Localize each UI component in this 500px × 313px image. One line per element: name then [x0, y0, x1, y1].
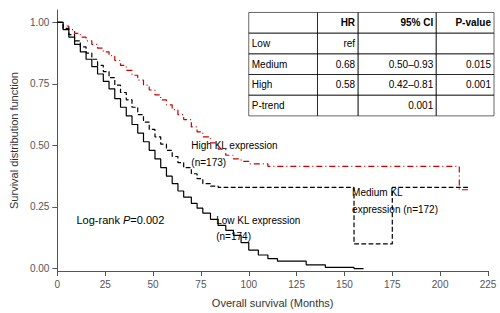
svg-text:Medium: Medium [252, 59, 288, 70]
svg-text:(n=174): (n=174) [216, 231, 251, 242]
svg-text:Medium KL: Medium KL [352, 187, 403, 198]
svg-text:0.00: 0.00 [30, 263, 50, 274]
svg-text:0.015: 0.015 [466, 59, 491, 70]
svg-text:0.25: 0.25 [30, 201, 50, 212]
svg-text:200: 200 [432, 279, 449, 290]
svg-text:Survival distribution function: Survival distribution function [8, 72, 20, 209]
svg-text:P-trend: P-trend [252, 100, 285, 111]
svg-text:High KL expression: High KL expression [191, 140, 277, 151]
svg-text:expression (n=172): expression (n=172) [352, 204, 438, 215]
svg-text:75: 75 [195, 279, 207, 290]
svg-text:95% CI: 95% CI [400, 17, 433, 28]
svg-text:0.001: 0.001 [408, 100, 433, 111]
svg-text:25: 25 [100, 279, 112, 290]
svg-text:0.50: 0.50 [30, 140, 50, 151]
svg-text:0.68: 0.68 [336, 59, 356, 70]
svg-text:0.75: 0.75 [30, 78, 50, 89]
svg-text:0.58: 0.58 [336, 79, 356, 90]
svg-text:50: 50 [147, 279, 159, 290]
svg-text:0: 0 [55, 279, 61, 290]
svg-text:1.00: 1.00 [30, 17, 50, 28]
svg-text:225: 225 [480, 279, 497, 290]
svg-text:HR: HR [341, 17, 356, 28]
svg-text:150: 150 [336, 279, 353, 290]
svg-text:Overall survival (Months): Overall survival (Months) [212, 297, 334, 309]
svg-text:=0.002: =0.002 [130, 214, 164, 226]
svg-text:0.50–0.93: 0.50–0.93 [389, 59, 434, 70]
svg-text:Log-rank: Log-rank [77, 214, 123, 226]
svg-text:Low KL expression: Low KL expression [216, 215, 300, 226]
svg-text:(n=173): (n=173) [191, 157, 226, 168]
svg-text:100: 100 [240, 279, 257, 290]
svg-text:P: P [123, 213, 131, 226]
svg-text:Low: Low [252, 38, 271, 49]
svg-text:ref: ref [343, 38, 355, 49]
svg-text:175: 175 [384, 279, 401, 290]
svg-text:P-value: P-value [455, 17, 491, 28]
svg-text:0.42–0.81: 0.42–0.81 [389, 79, 434, 90]
svg-text:High: High [252, 79, 273, 90]
svg-text:0.001: 0.001 [466, 79, 491, 90]
svg-text:125: 125 [288, 279, 305, 290]
